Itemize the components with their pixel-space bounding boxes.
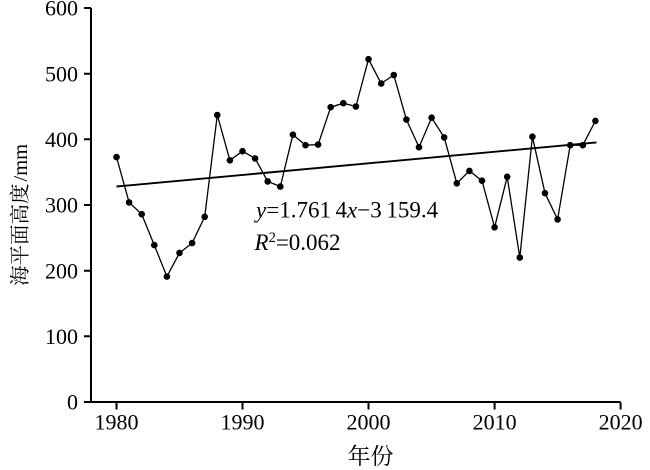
svg-text:100: 100 xyxy=(45,324,78,349)
svg-text:400: 400 xyxy=(45,127,78,152)
svg-text:/mm: /mm xyxy=(10,144,32,182)
svg-text:0: 0 xyxy=(67,390,78,415)
svg-text:R2=0.062: R2=0.062 xyxy=(254,230,341,255)
svg-text:2010: 2010 xyxy=(473,410,517,435)
svg-text:y=1.761 4x−3 159.4: y=1.761 4x−3 159.4 xyxy=(254,198,439,223)
svg-text:2000: 2000 xyxy=(347,410,391,435)
svg-text:200: 200 xyxy=(45,258,78,283)
svg-text:500: 500 xyxy=(45,61,78,86)
svg-text:600: 600 xyxy=(45,0,78,21)
svg-text:1980: 1980 xyxy=(95,410,139,435)
svg-text:300: 300 xyxy=(45,193,78,218)
svg-text:1990: 1990 xyxy=(221,410,265,435)
svg-text:2020: 2020 xyxy=(599,410,643,435)
